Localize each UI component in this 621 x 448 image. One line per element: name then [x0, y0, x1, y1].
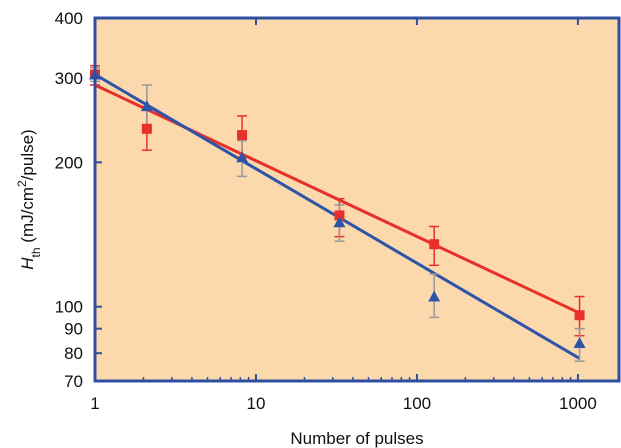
y-tick-label: 300: [55, 69, 83, 88]
y-axis-label-sub: th: [29, 247, 43, 257]
triangle-point: [236, 151, 249, 163]
plot-frame: [93, 16, 621, 383]
plot-background: [95, 18, 619, 381]
triangle-point: [333, 216, 346, 228]
y-tick-label: 70: [64, 372, 83, 391]
y-axis-ticks: 70 80 90 100 200 300 400: [55, 9, 102, 391]
y-axis-label-main: H: [18, 257, 37, 270]
square-point: [334, 210, 345, 221]
x-axis-label: Number of pulses: [290, 429, 423, 448]
y-tick-label: 100: [55, 298, 83, 317]
y-tick-label: 200: [55, 153, 83, 172]
triangle-point: [140, 100, 153, 112]
x-tick-label: 100: [403, 394, 431, 413]
y-axis-label-sup: 2: [15, 180, 29, 187]
y-axis-label-pre: (mJ/cm: [18, 187, 37, 247]
square-point: [429, 239, 440, 250]
y-tick-label: 90: [64, 320, 83, 339]
x-tick-label: 10: [247, 394, 266, 413]
x-axis-ticks: 1 10 100 1000: [90, 18, 597, 413]
x-tick-label: 1000: [559, 394, 597, 413]
triangle-point: [573, 337, 586, 349]
y-tick-label: 80: [64, 344, 83, 363]
y-tick-label: 400: [55, 9, 83, 28]
square-point: [237, 130, 248, 141]
triangle-point: [428, 290, 441, 302]
x-tick-label: 1: [90, 394, 99, 413]
square-point: [574, 310, 585, 321]
square-point: [141, 123, 152, 134]
y-axis-label: Hth (mJ/cm2/pulse): [15, 129, 43, 269]
y-axis-label-post: /pulse): [18, 129, 37, 180]
